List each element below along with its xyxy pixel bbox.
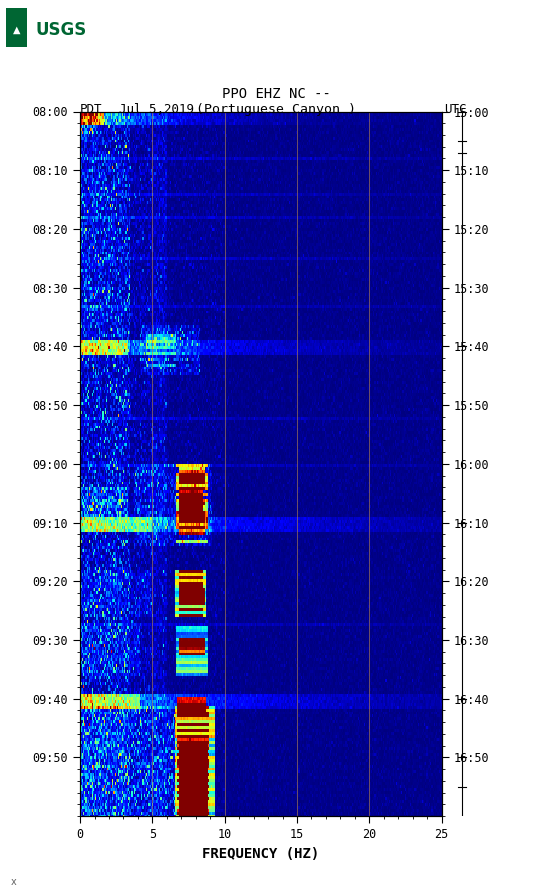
X-axis label: FREQUENCY (HZ): FREQUENCY (HZ) [202,847,320,861]
Text: (Portuguese Canyon ): (Portuguese Canyon ) [196,103,356,116]
Text: UTC: UTC [444,103,467,116]
Text: Jul 5,2019: Jul 5,2019 [119,103,194,116]
Text: ▲: ▲ [13,25,20,35]
Text: USGS: USGS [36,21,87,38]
Text: PPO EHZ NC --: PPO EHZ NC -- [221,87,331,101]
FancyBboxPatch shape [6,8,27,47]
Text: x: x [11,877,17,887]
Text: PDT: PDT [80,103,103,116]
